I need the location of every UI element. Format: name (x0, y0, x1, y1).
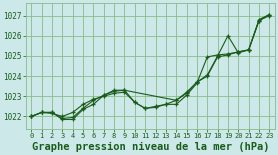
X-axis label: Graphe pression niveau de la mer (hPa): Graphe pression niveau de la mer (hPa) (32, 142, 269, 152)
